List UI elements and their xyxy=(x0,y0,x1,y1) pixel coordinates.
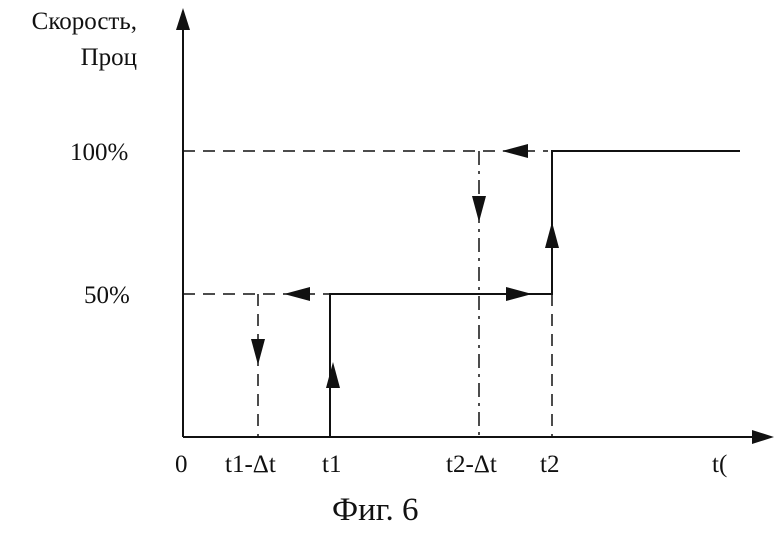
x-tick-t2-minus-dt: t2-Δt xyxy=(446,452,497,477)
y-tick-50: 50% xyxy=(84,283,130,308)
figure-caption: Фиг. 6 xyxy=(332,494,419,527)
y-axis-arrow-icon xyxy=(176,8,190,30)
x-axis-arrow-icon xyxy=(752,430,774,444)
arrow-up-t1-icon xyxy=(326,362,340,388)
arrow-right-50-icon xyxy=(506,287,532,301)
y-axis-label-line-1: Скорость, xyxy=(2,4,137,40)
arrow-left-50-icon xyxy=(284,287,310,301)
y-axis-label: Скорость, Проц xyxy=(2,4,137,76)
speed-step-curve xyxy=(330,151,740,437)
arrow-up-t2-icon xyxy=(545,222,559,248)
x-axis-label: t( xyxy=(712,452,727,477)
x-tick-t1-minus-dt: t1-Δt xyxy=(225,452,276,477)
x-tick-0: 0 xyxy=(175,452,188,477)
x-tick-t2: t2 xyxy=(540,452,559,477)
y-axis-label-line-2: Проц xyxy=(2,40,137,76)
arrow-left-100-icon xyxy=(502,144,528,158)
arrow-down-t2-dt-icon xyxy=(472,196,486,222)
y-tick-100: 100% xyxy=(70,140,128,165)
x-tick-t1: t1 xyxy=(322,452,341,477)
arrow-down-t1-dt-icon xyxy=(251,339,265,365)
